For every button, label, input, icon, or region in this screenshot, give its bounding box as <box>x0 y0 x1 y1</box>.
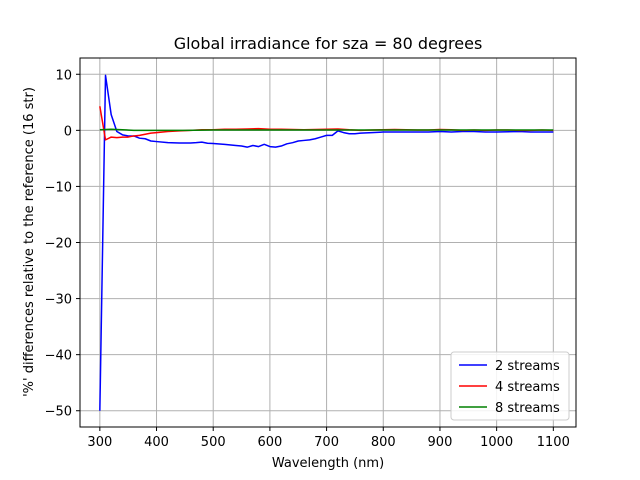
x-tick-label: 300 <box>87 435 112 450</box>
legend-label: 8 streams <box>495 401 560 416</box>
legend-box <box>450 351 570 421</box>
y-tick-label: −30 <box>45 293 72 308</box>
x-tick-label: 1100 <box>537 435 570 450</box>
series-line-8-streams <box>99 128 554 132</box>
x-tick-label: 800 <box>371 435 396 450</box>
y-tick-label: 0 <box>64 124 72 139</box>
x-tick-label: 500 <box>201 435 226 450</box>
x-axis-label: Wavelength (nm) <box>272 456 384 471</box>
chart-title: Global irradiance for sza = 80 degrees <box>174 34 483 53</box>
legend-label: 4 streams <box>495 380 560 395</box>
series-line-2-streams <box>99 74 554 411</box>
y-tick-label: −40 <box>45 349 72 364</box>
legend: 2 streams 4 streams 8 streams <box>450 351 570 421</box>
axis-ticks: 300 400 500 600 700 800 900 1000 1100 −50 −40 −30 −2… <box>45 68 570 450</box>
legend-label: 2 streams <box>495 359 560 374</box>
series-lines <box>99 74 554 411</box>
x-tick-label: 600 <box>257 435 282 450</box>
x-tick-label: 400 <box>144 435 169 450</box>
y-tick-label: −50 <box>45 405 72 420</box>
y-axis-label: '%' differences relative to the referenc… <box>22 87 37 397</box>
x-tick-label: 900 <box>428 435 453 450</box>
x-tick-label: 1000 <box>480 435 513 450</box>
y-tick-label: −20 <box>45 237 72 252</box>
y-tick-label: −10 <box>45 180 72 195</box>
x-tick-label: 700 <box>314 435 339 450</box>
y-tick-label: 10 <box>55 68 72 83</box>
